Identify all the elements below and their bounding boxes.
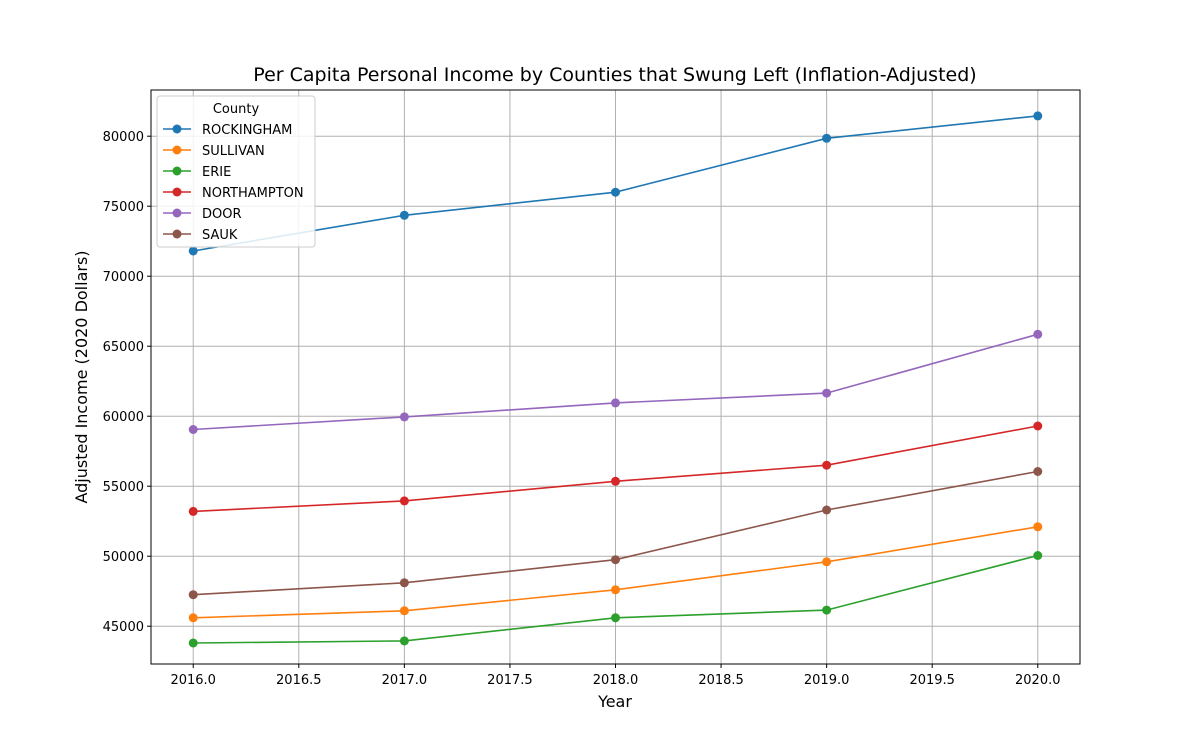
legend-label: NORTHAMPTON	[202, 186, 304, 201]
legend-item-northampton: NORTHAMPTON	[163, 186, 304, 201]
legend-swatch-marker	[172, 229, 182, 239]
legend: County ROCKINGHAM SULLIVAN ERIE NORTHAMPTON…	[156, 95, 316, 248]
y-tick-label: 75000	[103, 200, 144, 215]
series-door	[188, 329, 1043, 434]
y-axis-title: Adjusted Income (2020 Dollars)	[72, 250, 91, 503]
data-point-door	[188, 425, 198, 434]
legend-swatch-marker	[172, 187, 182, 197]
legend-box	[156, 95, 316, 248]
data-point-sauk	[611, 555, 620, 565]
legend-item-sullivan: SULLIVAN	[163, 144, 265, 159]
x-tick-label: 2017.0	[382, 673, 428, 688]
x-tick-label: 2019.0	[804, 673, 850, 688]
x-tick-label: 2018.0	[593, 673, 639, 688]
axis-ticks: 2016.0 2016.5 2017.0 2017.5 2018.0 2018.5 2019…	[103, 130, 1061, 688]
data-point-northampton	[188, 506, 198, 516]
x-tick-label: 2019.5	[909, 673, 955, 688]
x-tick-label: 2017.5	[487, 673, 533, 688]
data-point-sullivan	[1033, 522, 1043, 532]
data-point-rockingham	[611, 187, 620, 197]
data-point-rockingham	[188, 246, 198, 256]
series-erie	[188, 551, 1043, 648]
series-sauk	[188, 467, 1043, 600]
legend-title: County	[213, 102, 260, 117]
series-sullivan	[188, 522, 1043, 623]
y-tick-label: 60000	[103, 410, 144, 425]
legend-label: ROCKINGHAM	[202, 123, 292, 138]
legend-label: SAUK	[202, 228, 238, 243]
legend-swatch-marker	[172, 124, 182, 134]
legend-item-erie: ERIE	[163, 165, 231, 180]
series-northampton	[188, 421, 1043, 516]
legend-items: ROCKINGHAM SULLIVAN ERIE NORTHAMPTON DOOR SAU…	[163, 123, 304, 243]
data-point-sullivan	[822, 557, 832, 567]
data-point-erie	[611, 613, 620, 623]
data-point-northampton	[399, 496, 409, 506]
x-tick-label: 2016.5	[276, 673, 322, 688]
legend-swatch-marker	[172, 145, 182, 155]
legend-swatch-marker	[172, 166, 182, 176]
data-point-erie	[399, 636, 409, 646]
data-point-sauk	[1033, 467, 1043, 476]
legend-item-sauk: SAUK	[163, 228, 238, 243]
data-point-erie	[1033, 551, 1043, 560]
legend-label: ERIE	[202, 165, 231, 180]
data-point-rockingham	[1033, 111, 1043, 121]
legend-item-rockingham: ROCKINGHAM	[163, 123, 292, 138]
data-point-erie	[188, 638, 198, 648]
legend-item-door: DOOR	[163, 207, 242, 222]
data-point-sauk	[399, 578, 409, 588]
x-tick-label: 2016.0	[170, 673, 216, 688]
data-point-rockingham	[822, 133, 832, 143]
y-tick-label: 50000	[103, 550, 144, 565]
legend-swatch-marker	[172, 208, 182, 218]
data-point-door	[399, 412, 409, 422]
data-point-door	[822, 388, 832, 398]
data-point-erie	[822, 605, 832, 615]
legend-label: SULLIVAN	[202, 144, 265, 159]
y-tick-label: 70000	[103, 270, 144, 285]
series-rockingham	[188, 111, 1043, 256]
data-point-northampton	[611, 476, 620, 486]
data-point-rockingham	[399, 210, 409, 220]
y-tick-label: 80000	[103, 130, 144, 145]
data-point-sullivan	[399, 606, 409, 616]
data-point-door	[1033, 329, 1043, 339]
y-tick-label: 65000	[103, 340, 144, 355]
series-lines	[188, 111, 1043, 648]
x-tick-label: 2020.0	[1015, 673, 1061, 688]
y-tick-label: 45000	[103, 620, 144, 635]
data-point-northampton	[822, 460, 832, 470]
data-point-sullivan	[611, 585, 620, 595]
data-point-sauk	[188, 590, 198, 600]
y-tick-label: 55000	[103, 480, 144, 495]
chart-title: Per Capita Personal Income by Counties t…	[253, 64, 976, 86]
x-tick-label: 2018.5	[698, 673, 744, 688]
data-point-door	[611, 398, 620, 408]
data-point-northampton	[1033, 421, 1043, 431]
x-axis-title: Year	[597, 692, 632, 711]
data-point-sullivan	[188, 613, 198, 623]
data-point-sauk	[822, 505, 832, 515]
legend-label: DOOR	[202, 207, 242, 222]
